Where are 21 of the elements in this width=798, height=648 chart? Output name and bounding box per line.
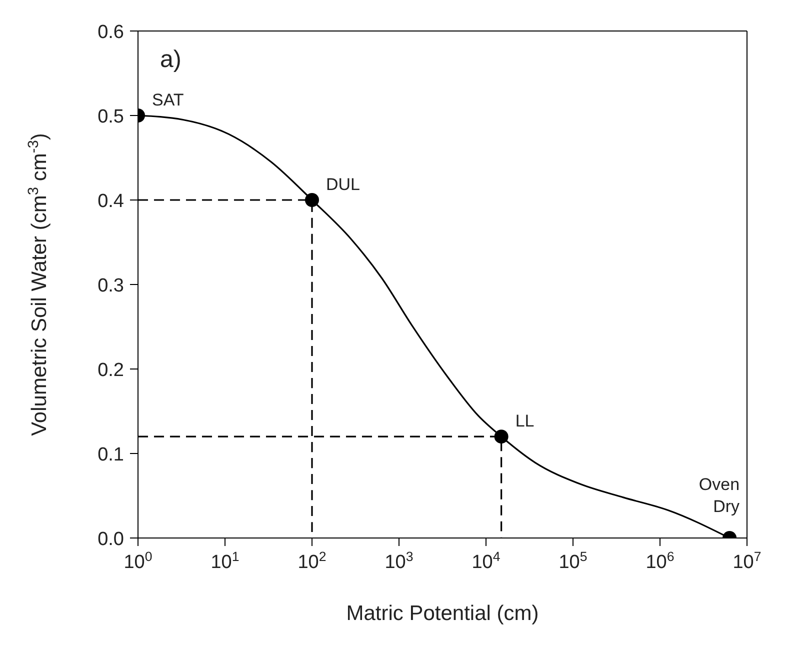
y-tick-label: 0.5 bbox=[98, 106, 124, 128]
annotation: DUL bbox=[326, 175, 360, 194]
y-tick-label: 0.6 bbox=[98, 22, 124, 43]
y-tick-label: 0.1 bbox=[98, 444, 124, 466]
annotation: a) bbox=[160, 46, 182, 73]
annotation: Oven Dry bbox=[698, 475, 740, 516]
x-tick-label: 10$^{3}$ bbox=[384, 548, 414, 573]
annotation: LL bbox=[515, 412, 534, 431]
x-tick-label: 10$^{1}$ bbox=[210, 548, 240, 573]
x-tick-label: 10$^{0}$ bbox=[124, 548, 152, 573]
x-axis-title: Matric Potential (cm) bbox=[346, 602, 539, 625]
y-tick-label: 0.2 bbox=[98, 360, 124, 381]
x-tick-label: 10$^{7}$ bbox=[732, 548, 762, 573]
x-tick-label: 10$^{2}$ bbox=[298, 548, 326, 573]
annotation: SAT bbox=[152, 90, 184, 110]
y-tick-label: 0.4 bbox=[98, 191, 124, 212]
x-tick-label: 10$^{4}$ bbox=[472, 548, 500, 573]
x-tick-label: 10$^{5}$ bbox=[558, 548, 588, 573]
y-tick-label: 0.0 bbox=[98, 529, 124, 550]
y-tick-label: 0.3 bbox=[98, 276, 124, 296]
x-tick-label: 10$^{6}$ bbox=[646, 548, 674, 573]
